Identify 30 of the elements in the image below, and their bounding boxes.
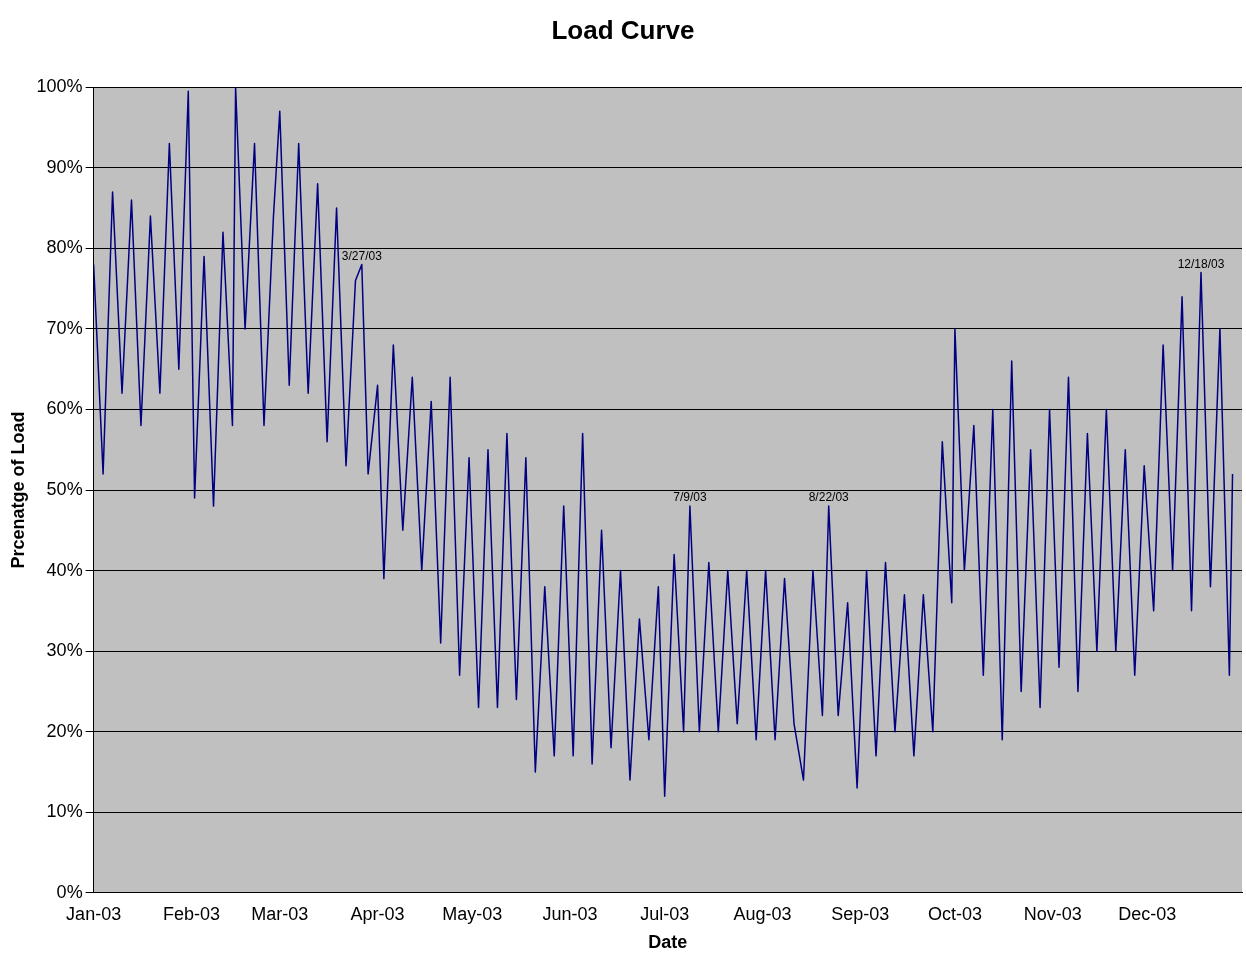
x-tick-label: Aug-03 xyxy=(733,903,792,924)
x-tick-label: May-03 xyxy=(442,903,503,924)
y-tick-label: 40% xyxy=(46,559,83,580)
x-tick-label: Jan-03 xyxy=(66,903,122,924)
y-tick-label: 90% xyxy=(46,156,83,177)
x-tick-label: Nov-03 xyxy=(1023,903,1082,924)
x-tick-label: Mar-03 xyxy=(251,903,309,924)
annotation: 12/18/03 xyxy=(1177,256,1225,271)
y-axis-title: Prcenatge of Load xyxy=(7,411,28,569)
annotation: 3/27/03 xyxy=(341,248,383,263)
y-tick-label: 10% xyxy=(46,801,83,822)
x-tick-label: Dec-03 xyxy=(1118,903,1177,924)
y-tick-label: 60% xyxy=(46,398,83,419)
x-tick-label: Feb-03 xyxy=(162,903,220,924)
y-tick-label: 0% xyxy=(56,881,83,902)
y-tick-label: 70% xyxy=(46,317,83,338)
x-tick-label: Jun-03 xyxy=(542,903,598,924)
annotation: 7/9/03 xyxy=(673,490,707,505)
x-tick-label: Apr-03 xyxy=(350,903,405,924)
y-tick-label: 100% xyxy=(36,76,83,97)
x-tick-label: Jul-03 xyxy=(640,903,690,924)
y-tick-label: 50% xyxy=(46,478,83,499)
x-tick-label: Oct-03 xyxy=(927,903,982,924)
chart-title: Load Curve xyxy=(551,14,695,45)
x-axis-title: Date xyxy=(648,932,688,953)
x-tick-label: Sep-03 xyxy=(831,903,890,924)
annotation: 8/22/03 xyxy=(808,490,850,505)
y-tick-label: 80% xyxy=(46,237,83,258)
y-tick-label: 30% xyxy=(46,640,83,661)
y-tick-label: 20% xyxy=(46,720,83,741)
